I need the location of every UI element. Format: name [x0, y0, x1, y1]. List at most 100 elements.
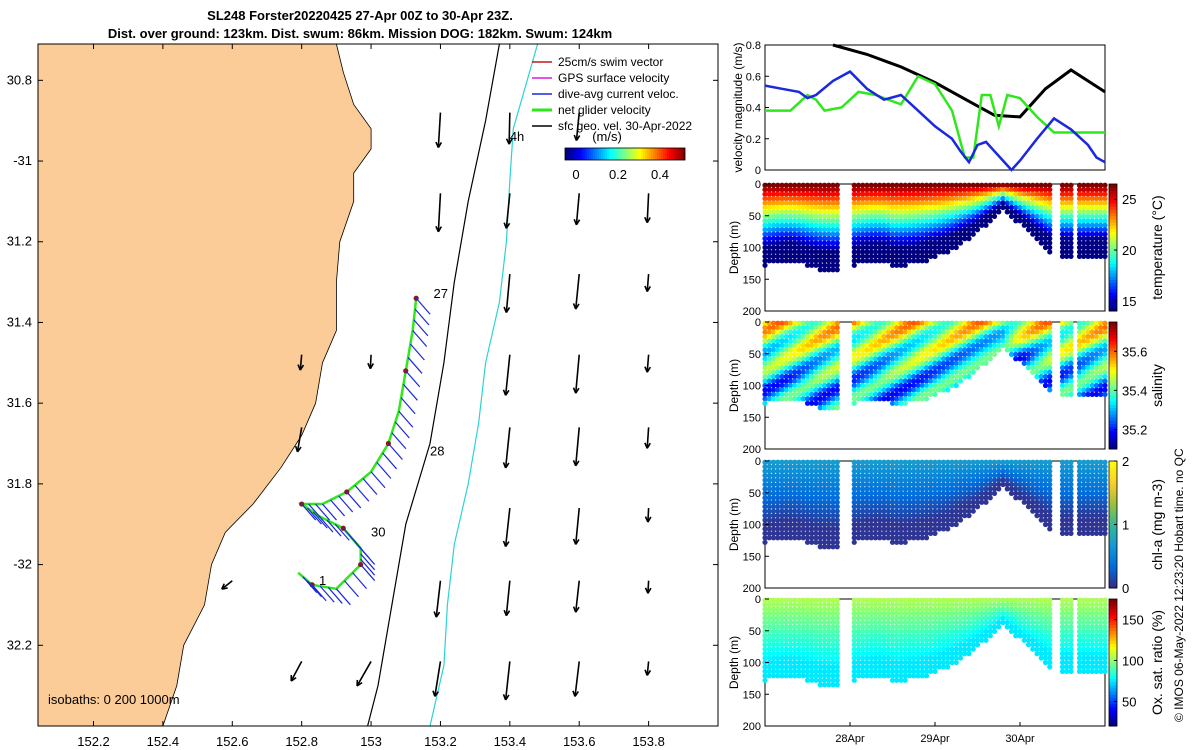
profile-data-point	[762, 227, 768, 233]
profile-data-point	[1102, 391, 1108, 397]
profile-data-point	[779, 396, 785, 402]
profile-data-point	[1025, 325, 1032, 331]
profile-data-point	[889, 329, 896, 335]
profile-data-point	[787, 249, 794, 255]
profile-data-point	[792, 236, 798, 242]
profile-data-point	[970, 320, 976, 326]
profile-data-point	[885, 204, 891, 211]
profile-data-point	[902, 342, 908, 349]
profile-data-point	[1064, 334, 1070, 340]
profile-data-point	[1068, 320, 1074, 326]
profile-data-point	[796, 191, 802, 197]
profile-data-point	[792, 196, 798, 202]
profile-y-axis-label: Depth (m)	[727, 221, 741, 274]
profile-data-point	[906, 218, 913, 224]
profile-data-point	[800, 191, 806, 197]
profile-data-point	[783, 196, 789, 202]
profile-data-point	[809, 204, 815, 211]
profile-data-point	[881, 240, 887, 246]
profile-data-point	[830, 182, 836, 188]
profile-data-point	[792, 486, 798, 492]
profile-data-point	[855, 382, 862, 389]
profile-data-point	[1047, 231, 1053, 237]
profile-data-point	[957, 360, 964, 366]
profile-data-point	[940, 342, 947, 349]
profile-data-point	[821, 244, 828, 251]
profile-data-point	[1047, 240, 1053, 246]
profile-data-point	[962, 231, 968, 237]
profile-data-point	[919, 182, 925, 188]
profile-data-point	[974, 334, 981, 340]
profile-data-point	[792, 187, 798, 193]
geostrophic-vector	[644, 661, 652, 676]
profile-data-point	[762, 369, 768, 375]
geostrophic-vector-shaft	[574, 354, 581, 394]
profile-data-point	[1059, 378, 1066, 384]
profile-data-point	[1038, 365, 1044, 371]
profile-data-point	[834, 668, 840, 674]
profile-data-point	[813, 338, 819, 344]
geostrophic-vector-shaft	[574, 273, 581, 310]
profile-data-point	[1081, 244, 1087, 251]
profile-data-point	[864, 360, 870, 366]
profile-data-point	[762, 499, 768, 505]
profile-colorbar-cell	[1109, 350, 1117, 355]
profile-data-point	[987, 182, 993, 188]
profile-data-point	[855, 200, 862, 206]
profile-data-point	[796, 504, 802, 510]
profile-data-point	[945, 182, 951, 188]
profile-data-point	[953, 182, 959, 188]
speed-colorbar-cell	[587, 148, 590, 160]
profile-data-point	[1004, 209, 1010, 215]
profile-colorbar-cell	[1109, 499, 1117, 503]
profile-colorbar-cell	[1109, 206, 1117, 210]
profile-data-point	[915, 191, 921, 197]
profile-data-point	[936, 191, 942, 197]
profile-data-point	[804, 374, 811, 380]
profile-data-point	[953, 209, 959, 215]
profile-data-point	[881, 325, 887, 331]
profile-colorbar-tick-label: 0	[1122, 581, 1129, 596]
profile-data-point	[877, 360, 883, 366]
profile-data-point	[775, 213, 781, 219]
profile-data-point	[1098, 342, 1104, 349]
profile-data-point	[911, 200, 917, 206]
profile-data-point	[787, 530, 794, 536]
profile-data-point	[804, 182, 811, 188]
profile-data-point	[991, 325, 998, 331]
profile-data-point	[762, 481, 768, 488]
dive-avg-current-vector	[402, 383, 418, 401]
profile-data-point	[762, 513, 768, 519]
profile-data-point	[991, 334, 998, 340]
profile-data-point	[813, 356, 819, 362]
profile-data-point	[796, 240, 802, 246]
profile-data-point	[1093, 253, 1100, 259]
profile-data-point	[1081, 382, 1087, 389]
profile-data-point	[928, 351, 934, 357]
profile-data-point	[800, 209, 806, 215]
profile-data-point	[813, 209, 819, 215]
profile-data-point	[902, 209, 908, 215]
profile-data-point	[860, 382, 866, 389]
profile-scatter-group	[762, 320, 1108, 411]
profile-data-point	[949, 338, 955, 344]
profile-data-point	[813, 231, 819, 237]
profile-data-point	[817, 200, 823, 206]
profile-data-point	[792, 369, 798, 375]
profile-data-point	[804, 258, 811, 264]
profile-data-point	[762, 539, 768, 545]
profile-data-point	[830, 369, 836, 375]
profile-data-point	[1059, 391, 1066, 397]
profile-data-point	[902, 196, 908, 202]
profile-data-point	[1064, 374, 1070, 380]
profile-data-point	[1008, 334, 1015, 340]
profile-data-point	[860, 227, 866, 233]
profile-data-point	[932, 222, 938, 228]
profile-data-point	[762, 477, 768, 483]
profile-data-point	[800, 240, 806, 246]
profile-data-point	[821, 213, 828, 219]
profile-data-point	[1098, 387, 1104, 393]
profile-colorbar-frame	[1108, 183, 1118, 312]
profile-data-point	[762, 504, 768, 510]
profile-data-point	[868, 396, 874, 402]
